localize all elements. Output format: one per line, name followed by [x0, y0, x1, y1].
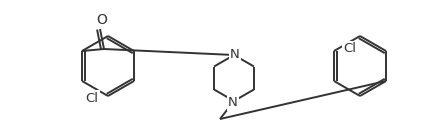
- Text: Cl: Cl: [344, 43, 356, 55]
- Text: N: N: [230, 47, 240, 60]
- Text: O: O: [97, 13, 107, 27]
- Text: Cl: Cl: [85, 91, 99, 104]
- Text: N: N: [228, 96, 238, 109]
